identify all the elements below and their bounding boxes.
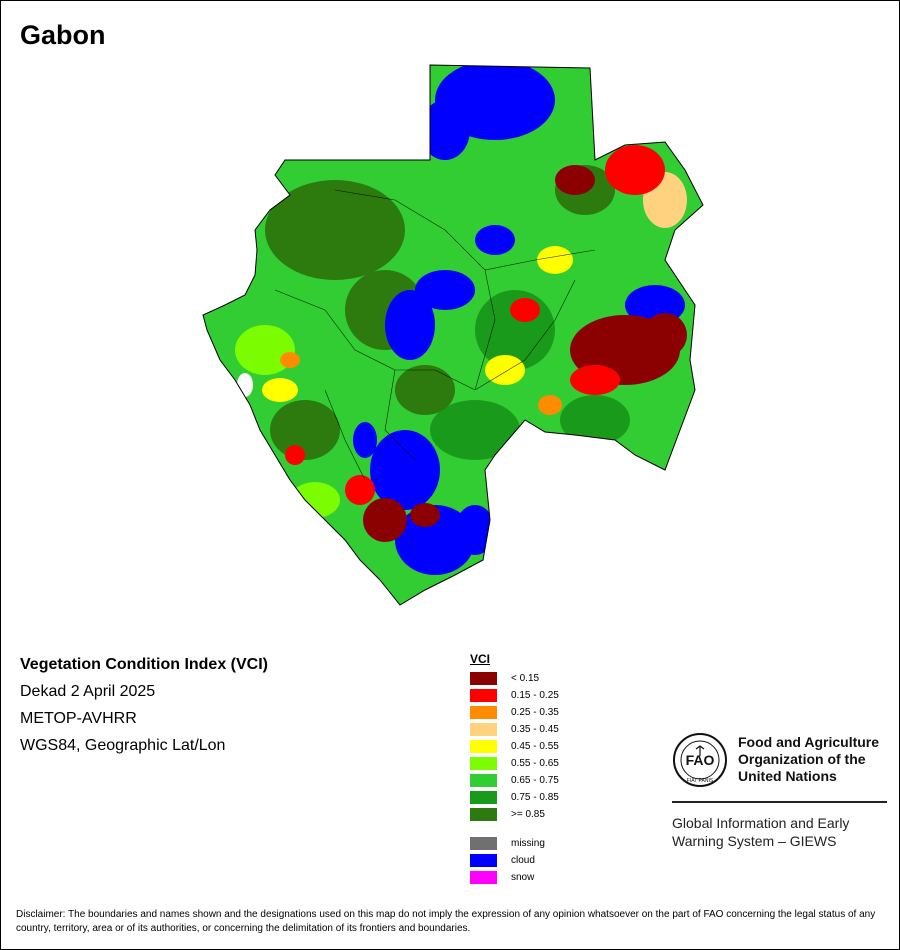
sensor-label: METOP-AVHRR bbox=[20, 710, 137, 727]
legend-swatch bbox=[470, 689, 497, 702]
legend-heading: VCI bbox=[470, 652, 491, 666]
legend-label: 0.75 - 0.85 bbox=[511, 792, 559, 803]
legend-item: snow bbox=[470, 869, 559, 886]
legend-item: 0.25 - 0.35 bbox=[470, 704, 559, 721]
legend-swatch bbox=[470, 706, 497, 719]
disclaimer-text: Disclaimer: The boundaries and names sho… bbox=[16, 909, 876, 934]
legend-swatch bbox=[470, 723, 497, 736]
map-info: Vegetation Condition Index (VCI) Dekad 2… bbox=[20, 656, 268, 764]
legend-label: cloud bbox=[511, 855, 535, 866]
legend-swatch bbox=[470, 808, 497, 821]
legend-item: 0.15 - 0.25 bbox=[470, 687, 559, 704]
fao-divider bbox=[672, 801, 887, 803]
legend-item: 0.65 - 0.75 bbox=[470, 772, 559, 789]
fao-org-name: Food and Agriculture Organization of the… bbox=[738, 734, 880, 784]
legend-label: snow bbox=[511, 872, 535, 883]
legend-item: missing bbox=[470, 835, 559, 852]
legend-label: missing bbox=[511, 838, 545, 849]
legend-item: >= 0.85 bbox=[470, 806, 559, 823]
map-title: Gabon bbox=[20, 20, 106, 50]
legend-label: 0.25 - 0.35 bbox=[511, 707, 559, 718]
legend-label: 0.15 - 0.25 bbox=[511, 690, 559, 701]
legend-item: 0.55 - 0.65 bbox=[470, 755, 559, 772]
giews-name: Global Information and Early Warning Sys… bbox=[672, 815, 850, 849]
legend-item: 0.45 - 0.55 bbox=[470, 738, 559, 755]
svg-text:FIAT PANIS: FIAT PANIS bbox=[687, 778, 714, 784]
legend-swatch bbox=[470, 740, 497, 753]
legend-label: >= 0.85 bbox=[511, 809, 545, 820]
period-label: Dekad 2 April 2025 bbox=[20, 683, 156, 700]
legend-item: cloud bbox=[470, 852, 559, 869]
legend-item: < 0.15 bbox=[470, 670, 559, 687]
legend-swatch bbox=[470, 774, 497, 787]
projection-label: WGS84, Geographic Lat/Lon bbox=[20, 737, 226, 754]
legend-label: 0.45 - 0.55 bbox=[511, 741, 559, 752]
legend-label: 0.55 - 0.65 bbox=[511, 758, 559, 769]
legend-label: < 0.15 bbox=[511, 673, 540, 684]
vci-legend: VCI < 0.15 0.15 - 0.25 0.25 - 0.35 0.35 - 0… bbox=[470, 652, 559, 886]
legend-label: 0.65 - 0.75 bbox=[511, 775, 559, 786]
legend-label: 0.35 - 0.45 bbox=[511, 724, 559, 735]
gabon-vci-map bbox=[202, 64, 704, 606]
legend-item: 0.75 - 0.85 bbox=[470, 789, 559, 806]
legend-item: 0.35 - 0.45 bbox=[470, 721, 559, 738]
product-name: Vegetation Condition Index (VCI) bbox=[20, 656, 268, 673]
legend-swatch bbox=[470, 837, 497, 850]
legend-swatch bbox=[470, 672, 497, 685]
legend-swatch bbox=[470, 854, 497, 867]
svg-text:FAO: FAO bbox=[686, 752, 715, 768]
legend-swatch bbox=[470, 791, 497, 804]
legend-swatch bbox=[470, 871, 497, 884]
legend-swatch bbox=[470, 757, 497, 770]
fao-emblem-icon: FAO FIAT PANIS bbox=[673, 733, 727, 787]
